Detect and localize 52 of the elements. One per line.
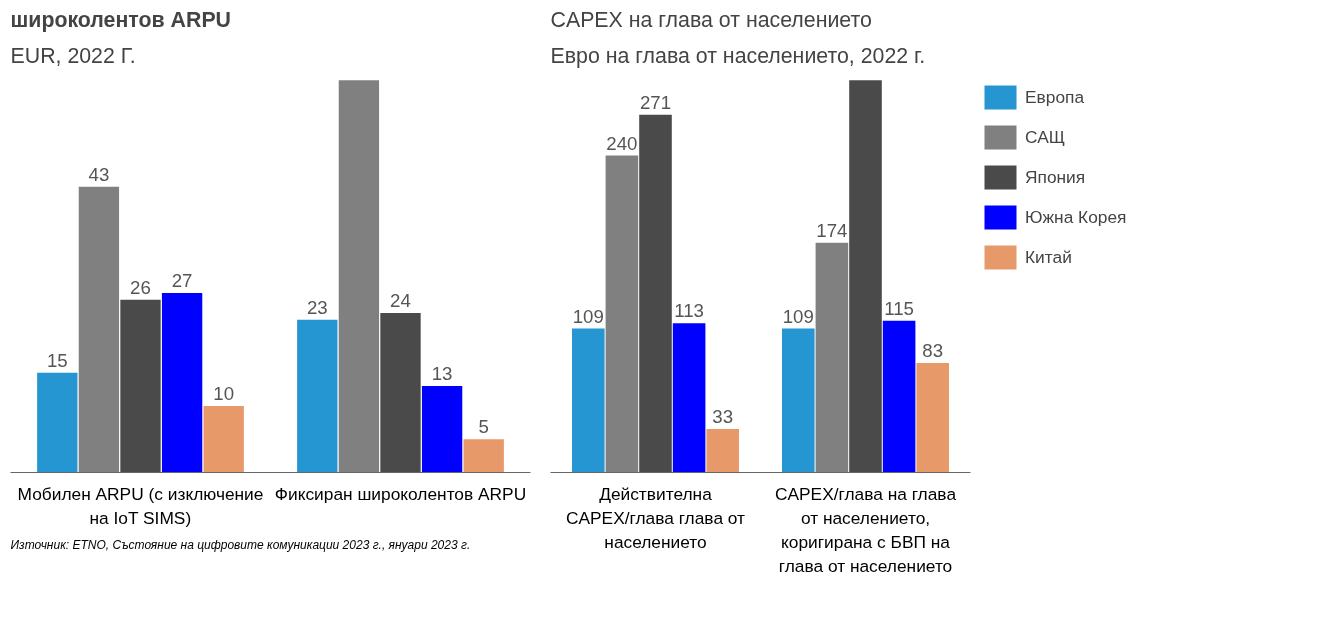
bar — [605, 155, 639, 473]
data-label: 109 — [572, 305, 604, 327]
bar — [706, 428, 739, 473]
legend-label: Китай — [1025, 246, 1072, 268]
data-label: 24 — [390, 290, 411, 312]
bar — [572, 328, 605, 473]
chart-title: широколентов ARPU — [10, 7, 232, 32]
chart-subtitle: EUR, 2022 Г. — [10, 43, 136, 68]
bar — [78, 186, 120, 473]
bar — [161, 293, 203, 473]
data-label: 83 — [922, 340, 944, 362]
data-label: 115 — [884, 297, 914, 319]
bar — [463, 439, 504, 473]
legend-label: Япония — [1025, 166, 1086, 188]
bar — [782, 328, 815, 473]
bar — [297, 319, 338, 473]
data-label: 27 — [171, 270, 193, 292]
bar — [338, 80, 380, 473]
data-label: 33 — [712, 406, 734, 428]
bar — [639, 114, 672, 473]
data-label: 26 — [130, 276, 151, 298]
legend-label: САЩ — [1025, 126, 1065, 148]
bar — [815, 242, 849, 473]
data-label: 23 — [306, 296, 328, 318]
data-label: 43 — [88, 163, 110, 185]
bar — [916, 362, 949, 473]
data-label: 113 — [674, 300, 704, 322]
data-label: 109 — [782, 305, 814, 327]
bar — [203, 406, 244, 473]
x-tick-label: Фиксиран широколентов ARPU — [274, 483, 527, 504]
text: Източник: ETNO, Състояние на цифровите комуникации 2023 г., януари 2023 г. — [10, 537, 471, 552]
bar — [672, 323, 706, 473]
bar — [37, 372, 78, 473]
bar — [380, 312, 421, 473]
legend-label: Европа — [1025, 86, 1085, 108]
data-label: 5 — [478, 416, 489, 438]
data-label: 174 — [816, 219, 848, 241]
chart-title: CAPEX на глава от населението — [550, 7, 872, 32]
bar — [120, 299, 161, 473]
x-tick-label: Мобилен ARPU (с изключение на IoT SIMS) — [17, 483, 264, 528]
bar — [882, 320, 916, 473]
data-label: 271 — [639, 91, 672, 113]
bar — [421, 386, 463, 473]
data-label: 13 — [431, 363, 453, 385]
chart-subtitle: Евро на глава от населението, 2022 г. — [550, 43, 926, 68]
data-label: 10 — [213, 383, 235, 405]
x-tick-label: Действителна CAPEX/глава глава от населението — [565, 483, 746, 552]
legend-label: Южна Корея — [1025, 206, 1127, 228]
bar — [849, 80, 882, 473]
data-label: 240 — [606, 132, 638, 154]
data-label: 15 — [46, 349, 68, 371]
x-tick-label: CAPEX/глава на глава от населението, коригирана с БВП на глава от населението — [774, 483, 957, 576]
